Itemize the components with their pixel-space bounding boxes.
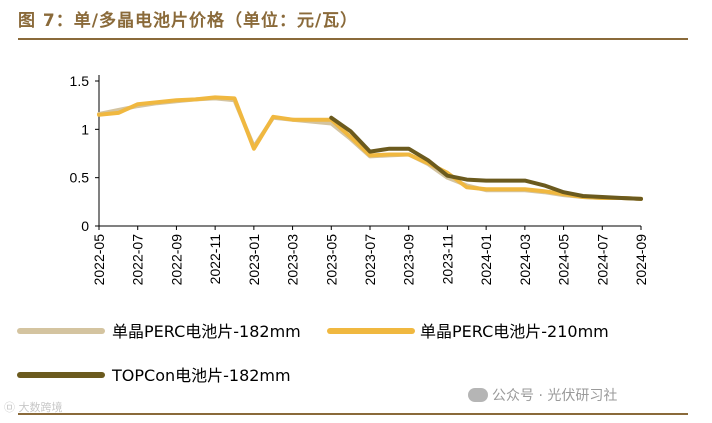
y-tick-label: 0.5	[70, 170, 90, 186]
x-tick-label: 2023-11	[439, 234, 455, 285]
chart-axes	[95, 75, 642, 230]
watermark-text: 公众号 · 光伏研习社	[492, 388, 618, 404]
page-title: 图 7：单/多晶电池片价格（单位：元/瓦）	[18, 11, 359, 31]
legend-label-2: 单晶PERC电池片-210mm	[420, 322, 609, 341]
x-tick-label: 2024-03	[517, 234, 533, 286]
logo: ㉤ 大数跨境	[4, 401, 63, 414]
x-tick-label: 2023-09	[401, 234, 417, 286]
x-tick-label: 2024-05	[556, 234, 572, 286]
x-tick-label: 2022-07	[130, 234, 146, 286]
series-line-2	[97, 95, 643, 201]
x-tick-label: 2022-11	[207, 234, 223, 285]
bottom-divider	[18, 413, 688, 415]
legend-label-3: TOPCon电池片-182mm	[111, 366, 291, 385]
y-tick-labels: 0 0.5 1 1.5	[70, 73, 90, 234]
x-tick-label: 2024-07	[594, 234, 610, 286]
series-line-3	[329, 115, 643, 201]
x-tick-label: 2022-09	[168, 234, 184, 286]
x-tick-label: 2023-01	[246, 234, 262, 286]
y-tick-label: 1.5	[70, 73, 90, 89]
x-tick-label: 2023-07	[362, 234, 378, 286]
chart-legend: 单晶PERC电池片-182mm 单晶PERC电池片-210mm TOPCon电池片-…	[17, 322, 609, 385]
wechat-icon	[468, 388, 488, 402]
x-tick-labels: 2022-05 2022-07 2022-09 2022-11 2023-01 2023-…	[91, 234, 649, 286]
chart-series	[97, 95, 643, 201]
title-divider	[18, 38, 688, 40]
x-tick-label: 2024-01	[478, 234, 494, 286]
y-tick-label: 1	[81, 121, 89, 137]
watermark: 公众号 · 光伏研习社	[468, 385, 617, 405]
y-tick-label: 0	[81, 218, 89, 234]
legend-label-1: 单晶PERC电池片-182mm	[112, 322, 301, 341]
series-line-1	[97, 96, 643, 201]
x-tick-label: 2024-09	[633, 234, 649, 286]
x-tick-label: 2023-03	[285, 234, 301, 286]
x-tick-label: 2023-05	[323, 234, 339, 286]
x-tick-label: 2022-05	[91, 234, 107, 286]
